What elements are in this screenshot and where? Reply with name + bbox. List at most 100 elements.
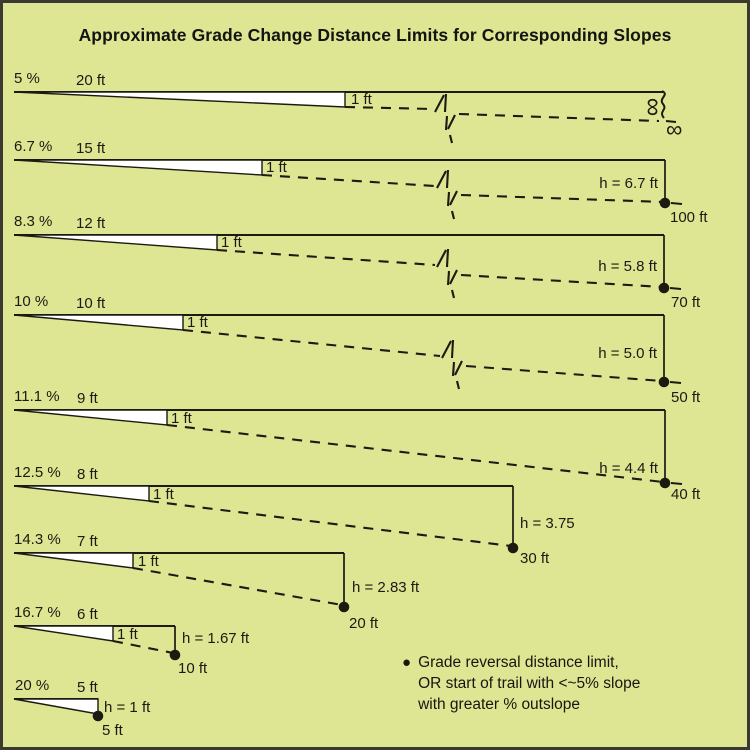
row-5-rise-triangle [13, 409, 168, 426]
row-1-break-mark [447, 114, 456, 130]
row-1-break-mark [443, 93, 448, 113]
row-2-rise-label: 1 ft [266, 159, 288, 176]
row-9-distance-label: 5 ft [102, 722, 124, 739]
row-1-slope-dashed-line [344, 105, 434, 111]
row-3-slope-dashed-line [216, 248, 436, 267]
row-5-slope-dashed-line [166, 423, 664, 484]
legend-line-2: OR start of trail with <~5% slope [418, 675, 641, 692]
row-1-rise-triangle [13, 91, 346, 108]
row-9-slope-label: 20 % [15, 677, 49, 694]
row-8-distance-label: 10 ft [178, 660, 208, 677]
row-1-slope-label: 5 % [14, 70, 40, 87]
row-2-break-mark [450, 210, 456, 220]
row-8-rise-label: 1 ft [117, 626, 139, 643]
row-5-rise-label: 1 ft [171, 410, 193, 427]
row-7-rise-triangle [13, 552, 134, 569]
row-5-grade-reversal-dot [659, 477, 671, 489]
row-9-rise-triangle [13, 698, 99, 715]
row-8-grade-reversal-dot [169, 649, 181, 661]
row-2-break-mark [445, 169, 450, 189]
row-3-rise-triangle [13, 234, 218, 251]
row-3-break-mark [449, 269, 458, 285]
row-8-slope-label: 16.7 % [14, 604, 61, 621]
row-2-dash-tail [670, 201, 683, 206]
row-5-run-label: 9 ft [77, 390, 99, 407]
row-1-break-mark [444, 115, 449, 131]
legend: ● Grade reversal distance limit, OR star… [402, 652, 640, 715]
row-8-height-label: h = 1.67 ft [182, 630, 250, 647]
row-8-rise-triangle [13, 625, 114, 642]
legend-line-1: Grade reversal distance limit, [418, 654, 619, 671]
row-6-rise-label: 1 ft [153, 486, 175, 503]
legend-dot-icon: ● [402, 654, 412, 671]
row-3-break-mark [445, 248, 450, 268]
row-4-slope-dashed-line [465, 364, 663, 383]
row-3-distance-label: 70 ft [671, 294, 701, 311]
row-1-run-label: 20 ft [76, 72, 106, 89]
row-2-grade-reversal-dot [659, 197, 671, 209]
row-1-dash-tail [665, 119, 677, 124]
page-title: Approximate Grade Change Distance Limits… [78, 25, 672, 45]
row-3-slope-dashed-line [460, 273, 663, 289]
row-1-break-mark [448, 134, 454, 144]
row-2-slope-dashed-line [460, 193, 664, 204]
row-4-break-mark [441, 340, 452, 359]
row-4-height-label: h = 5.0 ft [598, 345, 658, 362]
row-4-rise-triangle [13, 314, 184, 331]
row-2-height-label: h = 6.7 ft [599, 175, 659, 192]
row-2-rise-triangle [13, 159, 263, 176]
row-3-break-mark [436, 249, 447, 268]
row-9-grade-reversal-dot [92, 710, 104, 722]
row-5-height-label: h = 4.4 ft [599, 460, 659, 477]
row-3-slope-label: 8.3 % [14, 213, 52, 230]
row-9-height-label: h = 1 ft [104, 699, 151, 716]
legend-line-3: with greater % outslope [418, 696, 581, 713]
row-4-break-mark [454, 360, 463, 376]
row-4-rise-label: 1 ft [187, 314, 209, 331]
row-6-height-label: h = 3.75 [520, 515, 575, 532]
row-2-run-label: 15 ft [76, 140, 106, 157]
row-3-rise-label: 1 ft [221, 234, 243, 251]
legend-text: Grade reversal distance limit, OR start … [418, 652, 640, 715]
row-3-dash-tail [669, 286, 682, 291]
row-4-break-mark [455, 380, 461, 390]
row-6-rise-triangle [13, 485, 150, 502]
row-6-slope-dashed-line [148, 499, 512, 548]
row-3-grade-reversal-dot [658, 282, 670, 294]
row-6-grade-reversal-dot [507, 542, 519, 554]
row-6-distance-label: 30 ft [520, 550, 550, 567]
row-5-dash-tail [670, 481, 683, 486]
row-7-slope-label: 14.3 % [14, 531, 61, 548]
row-2-slope-dashed-line [261, 173, 436, 188]
row-4-dash-tail [669, 380, 682, 385]
row-6-run-label: 8 ft [77, 466, 99, 483]
row-1-break-mark [434, 94, 445, 113]
row-4-break-mark [451, 361, 456, 377]
row-1-break-squiggle [660, 90, 666, 119]
row-2-break-mark [436, 170, 447, 189]
row-3-break-mark [450, 289, 456, 299]
row-3-run-label: 12 ft [76, 215, 106, 232]
row-7-distance-label: 20 ft [349, 615, 379, 632]
row-4-run-label: 10 ft [76, 295, 106, 312]
row-1-rise-label: 1 ft [351, 91, 373, 108]
row-7-rise-label: 1 ft [138, 553, 160, 570]
row-2-break-mark [449, 190, 458, 206]
row-4-grade-reversal-dot [658, 376, 670, 388]
row-7-grade-reversal-dot [338, 601, 350, 613]
row-1-slope-dashed-line [458, 112, 660, 123]
row-2-break-mark [446, 191, 451, 207]
row-5-distance-label: 40 ft [671, 486, 701, 503]
row-4-slope-label: 10 % [14, 293, 48, 310]
row-7-height-label: h = 2.83 ft [352, 579, 420, 596]
row-1-infinite-distance-symbol: ∞ [666, 116, 682, 142]
row-4-slope-dashed-line [182, 328, 441, 358]
row-9-run-label: 5 ft [77, 679, 99, 696]
row-6-slope-label: 12.5 % [14, 464, 61, 481]
row-5-slope-label: 11.1 % [14, 388, 60, 405]
row-8-run-label: 6 ft [77, 606, 99, 623]
row-7-run-label: 7 ft [77, 533, 99, 550]
row-2-slope-label: 6.7 % [14, 138, 52, 155]
